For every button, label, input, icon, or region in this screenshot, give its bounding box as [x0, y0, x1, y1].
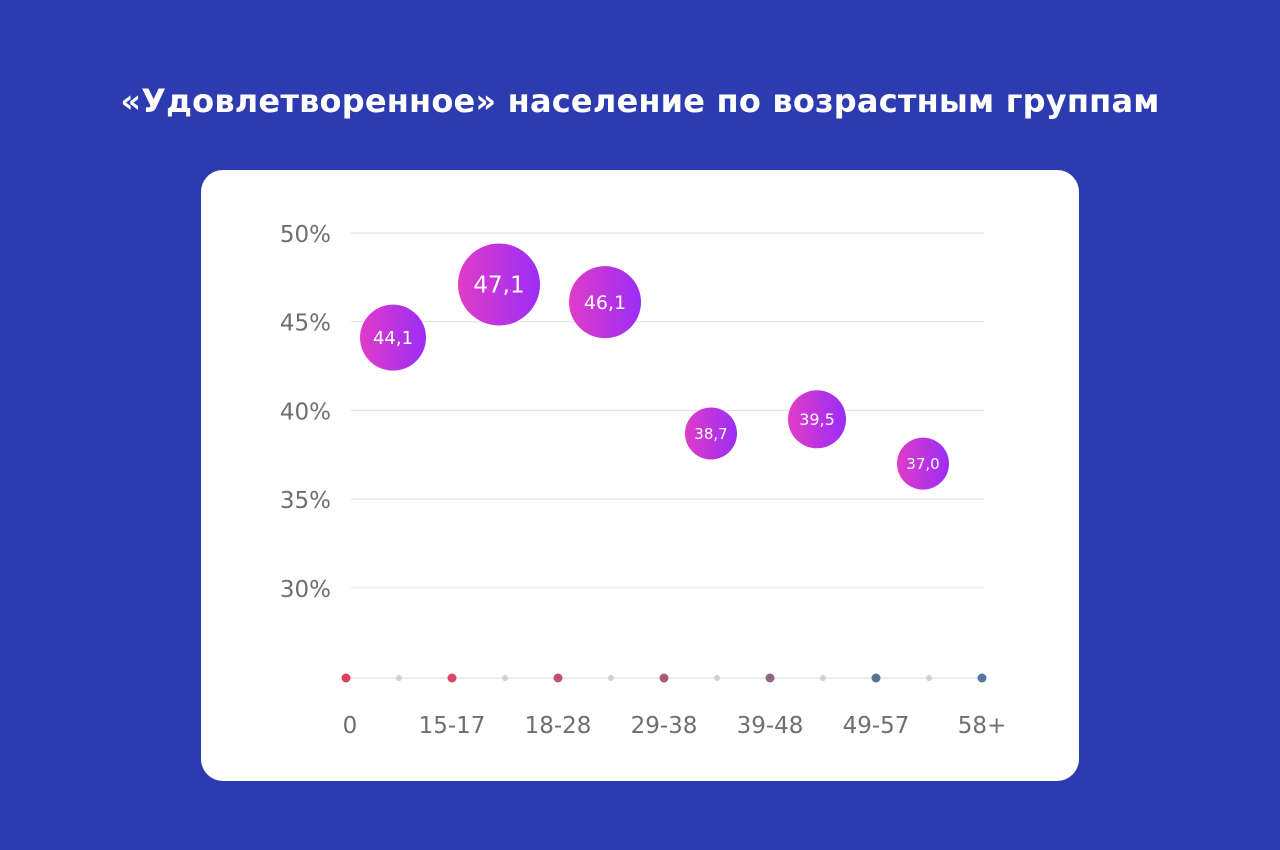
chart-card: 50% 45% 40% 35% 30% 0 15-17 18-28 29-38 39-48 49-… — [201, 170, 1079, 781]
data-label: 44,1 — [373, 328, 413, 349]
x-axis-minor-dot — [396, 675, 402, 681]
data-bubble — [788, 390, 846, 449]
data-label: 47,1 — [473, 273, 524, 299]
x-tick-label: 18-28 — [525, 713, 592, 739]
data-bubble — [569, 266, 641, 339]
x-axis-minor-dot — [502, 675, 508, 681]
x-axis-marker — [871, 673, 881, 683]
data-label: 46,1 — [584, 292, 626, 314]
x-tick-label: 58+ — [958, 713, 1007, 739]
data-label: 39,5 — [799, 410, 835, 429]
y-tick-label: 45% — [280, 311, 331, 337]
data-label: 38,7 — [694, 425, 727, 443]
x-tick-label: 49-57 — [843, 713, 910, 739]
y-tick-label: 40% — [280, 399, 331, 425]
data-label: 37,0 — [906, 455, 939, 473]
y-tick-label: 50% — [280, 222, 331, 248]
bubble-chart: 50% 45% 40% 35% 30% 0 15-17 18-28 29-38 39-48 49-… — [280, 222, 1007, 739]
x-tick-label: 15-17 — [419, 713, 486, 739]
y-tick-label: 30% — [280, 577, 331, 603]
x-axis-marker — [553, 673, 563, 683]
x-tick-label: 29-38 — [631, 713, 698, 739]
x-axis-marker — [765, 673, 775, 683]
y-tick-label: 35% — [280, 488, 331, 514]
data-bubble — [897, 437, 949, 490]
x-tick-label: 39-48 — [737, 713, 804, 739]
data-bubble — [685, 407, 737, 460]
page-title: «Удовлетворенное» население по возрастны… — [120, 82, 1160, 120]
x-axis-minor-dot — [714, 675, 720, 681]
x-axis-marker — [977, 673, 987, 683]
x-axis-marker — [341, 673, 351, 683]
x-axis-marker — [447, 673, 457, 683]
data-bubble — [458, 243, 540, 326]
x-axis-marker — [659, 673, 669, 683]
x-axis-minor-dot — [926, 675, 932, 681]
x-axis-minor-dot — [820, 675, 826, 681]
data-bubble — [360, 304, 426, 371]
x-axis-minor-dot — [608, 675, 614, 681]
x-tick-label: 0 — [343, 713, 358, 739]
